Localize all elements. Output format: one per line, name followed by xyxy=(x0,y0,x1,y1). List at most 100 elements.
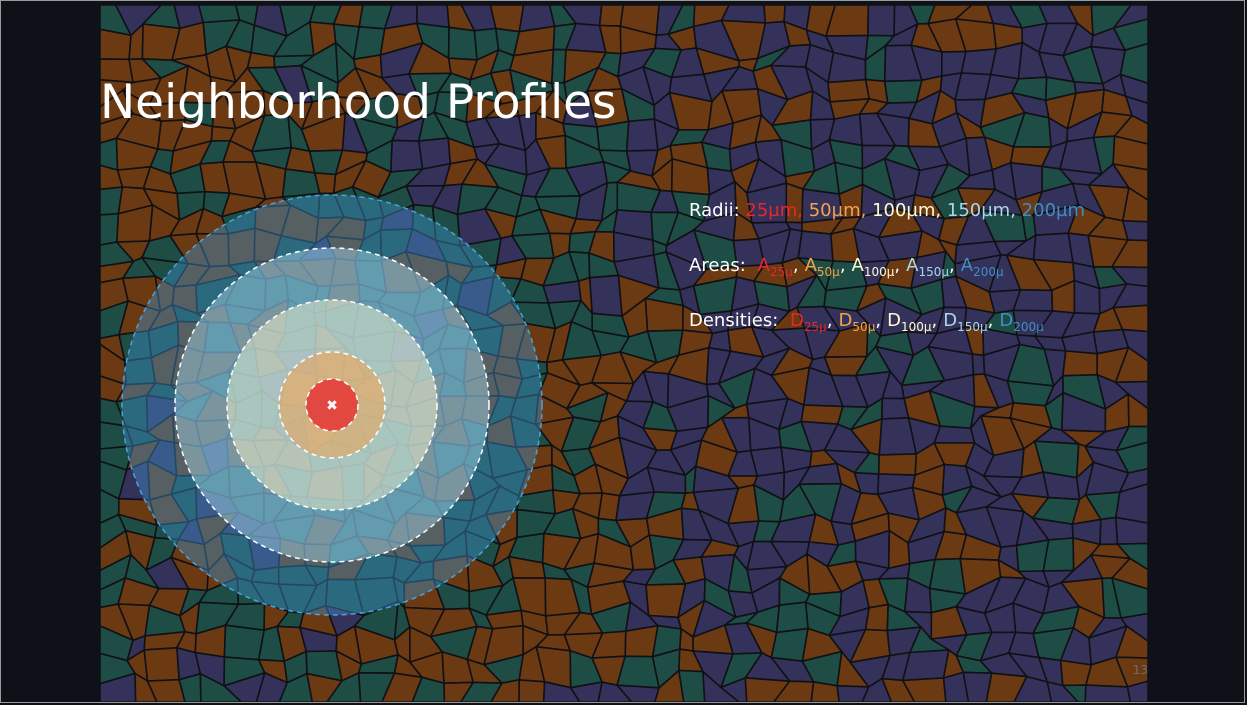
tissue-mosaic-background xyxy=(100,5,1148,702)
tissue-cell xyxy=(278,672,314,702)
tissue-cell xyxy=(1060,684,1087,702)
tissue-cell xyxy=(744,677,792,702)
area-term-subscript: 50µ xyxy=(816,265,840,279)
tissue-cell xyxy=(1114,425,1148,452)
tissue-cell xyxy=(1127,392,1148,428)
density-term-subscript: 50µ xyxy=(852,320,876,334)
area-term-symbol: A xyxy=(757,255,770,276)
tissue-cell xyxy=(702,669,741,702)
tissue-cell xyxy=(326,671,362,702)
tissue-cell xyxy=(901,677,947,702)
slide-number: 13 xyxy=(1132,663,1148,677)
areas-row: Areas: A25µ, A50µ, A100µ, A150µ, A200µ xyxy=(689,255,1004,279)
tissue-cell xyxy=(381,672,424,702)
area-term-subscript: 100µ xyxy=(863,265,895,279)
neighborhood-rings: ✖ xyxy=(121,194,543,616)
tissue-cell xyxy=(357,671,396,702)
density-term-separator: , xyxy=(987,310,994,331)
tissue-cell xyxy=(597,681,633,702)
tissue-cell xyxy=(772,680,815,702)
tissue-cell xyxy=(836,684,870,702)
densities-label: Densities: xyxy=(689,310,779,331)
tissue-cell xyxy=(615,684,661,702)
tissue-cell xyxy=(1114,656,1148,688)
radii-label: Radii: xyxy=(689,200,740,221)
area-term-symbol: A xyxy=(960,255,974,276)
tissue-cell xyxy=(1115,542,1148,571)
slide: ✖ Neighborhood Profiles Radii: 25µm, 50µ… xyxy=(100,5,1148,702)
area-term-separator: , xyxy=(894,255,901,276)
radius-value: 50µm, xyxy=(803,200,867,221)
tissue-cell xyxy=(1119,42,1148,85)
tissue-cell xyxy=(1112,18,1148,52)
density-term-separator: , xyxy=(875,310,882,331)
density-term-subscript: 100µ xyxy=(900,320,932,334)
tissue-cell xyxy=(653,668,685,702)
density-term-symbol: D xyxy=(943,310,958,331)
tissue-cell xyxy=(1121,186,1148,223)
densities-row: Densities: D25µ, D50µ, D100µ, D150µ, D200µ xyxy=(689,310,1044,334)
tissue-cell xyxy=(1013,675,1053,702)
tissue-cell xyxy=(1121,219,1148,242)
tissue-cell xyxy=(1119,612,1148,643)
tissue-cell xyxy=(411,676,446,702)
radius-value: 25µm, xyxy=(745,200,803,221)
area-term-separator: , xyxy=(792,255,799,276)
area-term: A100µ, xyxy=(851,255,901,279)
tissue-cell xyxy=(1112,135,1148,171)
tissue-cell xyxy=(100,672,137,702)
density-term-separator: , xyxy=(931,310,938,331)
density-term: D200µ xyxy=(999,310,1044,334)
tissue-cell xyxy=(199,672,243,702)
tissue-cell xyxy=(1114,346,1148,384)
tissue-cell xyxy=(1126,680,1148,702)
density-term-separator: , xyxy=(826,310,833,331)
tissue-cell xyxy=(459,681,504,702)
density-term-subscript: 25µ xyxy=(803,320,827,334)
area-term: A150µ, xyxy=(906,255,955,279)
tissue-cell xyxy=(490,678,521,702)
area-term-subscript: 25µ xyxy=(769,265,793,279)
tissue-cell xyxy=(569,681,604,702)
area-term: A25µ, xyxy=(757,255,799,279)
area-term-symbol: A xyxy=(851,255,864,276)
tissue-cell xyxy=(1121,328,1148,363)
tissue-cell xyxy=(677,669,706,702)
tissue-cell xyxy=(178,672,202,702)
area-term: A200µ xyxy=(960,255,1004,279)
tissue-cell xyxy=(810,680,840,702)
radius-value: 200µm xyxy=(1015,200,1086,221)
density-term-symbol: D xyxy=(999,310,1014,331)
tissue-cell xyxy=(255,671,289,702)
tissue-cell xyxy=(1046,680,1080,702)
tissue-cell xyxy=(1113,114,1148,145)
area-term-subscript: 200µ xyxy=(973,265,1004,279)
tissue-cell xyxy=(1112,304,1148,333)
tissue-cell xyxy=(1084,684,1132,702)
tissue-cell xyxy=(146,678,186,702)
area-term-subscript: 150µ xyxy=(918,265,950,279)
tissue-cell xyxy=(880,677,916,702)
tissue-cell xyxy=(1115,516,1148,546)
area-term-symbol: A xyxy=(804,255,817,276)
tissue-cell xyxy=(134,671,158,702)
tissue-cell xyxy=(1111,576,1148,620)
ring-25µm xyxy=(305,378,359,432)
tissue-cell xyxy=(1111,283,1148,309)
density-term-symbol: D xyxy=(887,310,901,331)
density-term: D150µ, xyxy=(943,310,994,334)
radius-value: 150µm, xyxy=(941,200,1016,221)
density-term-subscript: 150µ xyxy=(957,320,988,334)
tissue-cell xyxy=(1111,5,1148,30)
tissue-cells xyxy=(100,5,1148,702)
tissue-cell xyxy=(443,681,475,702)
tissue-cell xyxy=(942,671,970,702)
density-term-subscript: 200µ xyxy=(1013,320,1044,334)
tissue-cell xyxy=(1110,239,1148,269)
tissue-cell xyxy=(1115,441,1148,474)
tissue-cell xyxy=(1110,557,1148,590)
area-term-symbol: A xyxy=(906,255,919,276)
tissue-cell xyxy=(542,680,581,702)
density-term: D50µ, xyxy=(839,310,882,334)
